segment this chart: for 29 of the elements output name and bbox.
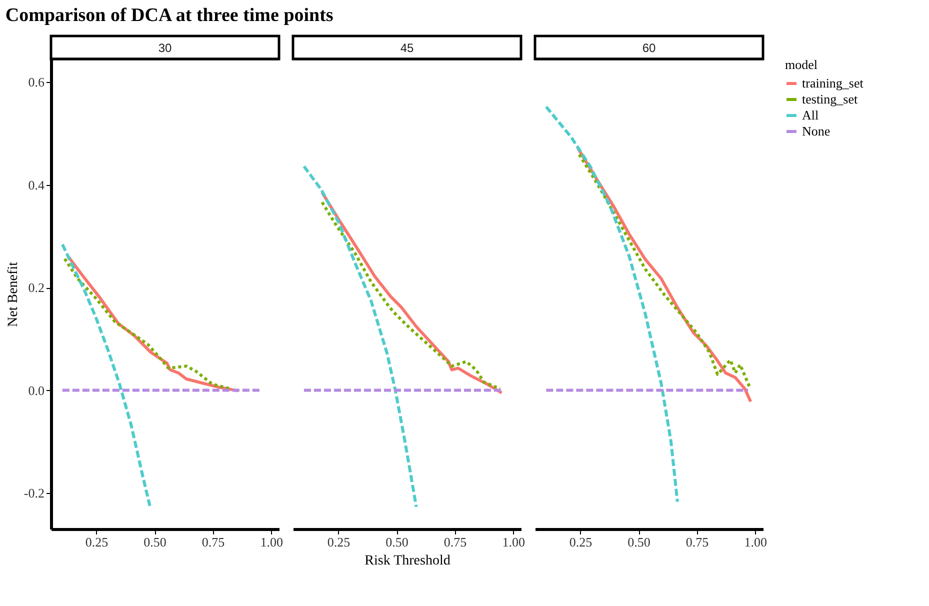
legend-label: All [802, 108, 819, 122]
chart-subtitle: 60 [642, 41, 656, 55]
legend-label: training_set [802, 76, 864, 90]
line-series [60, 242, 152, 508]
x-tick-label: 0.50 [386, 534, 408, 550]
x-axis-title: Risk Threshold [364, 554, 450, 568]
x-tick-label: 0.75 [444, 534, 467, 550]
y-tick-label: 0.2 [28, 280, 44, 296]
x-tick-label: 0.50 [144, 534, 166, 550]
y-tick-label: -0.2 [24, 486, 44, 501]
chart-subtitle: 30 [158, 41, 172, 55]
x-tick-label: 0.25 [569, 534, 592, 550]
x-tick-label: 0.25 [85, 534, 108, 550]
y-tick-label: 0.0 [28, 382, 44, 398]
x-tick-label: 1.00 [260, 534, 283, 550]
chart-title: Comparison of DCA at three time points [5, 4, 334, 26]
legend-label: testing_set [802, 92, 858, 106]
y-tick-label: 0.6 [28, 74, 45, 90]
x-tick-label: 1.00 [744, 534, 767, 550]
x-tick-label: 0.25 [327, 534, 350, 550]
y-tick-label: 0.4 [28, 177, 45, 192]
x-tick-label: 0.75 [686, 534, 709, 550]
x-tick-label: 1.00 [502, 534, 525, 550]
legend-title: model [785, 57, 818, 72]
y-axis-title: Net Benefit [6, 262, 21, 327]
x-tick-label: 0.75 [202, 534, 225, 550]
chart-subtitle: 45 [400, 41, 414, 55]
legend-label: None [802, 124, 830, 138]
x-tick-label: 0.50 [628, 534, 650, 550]
